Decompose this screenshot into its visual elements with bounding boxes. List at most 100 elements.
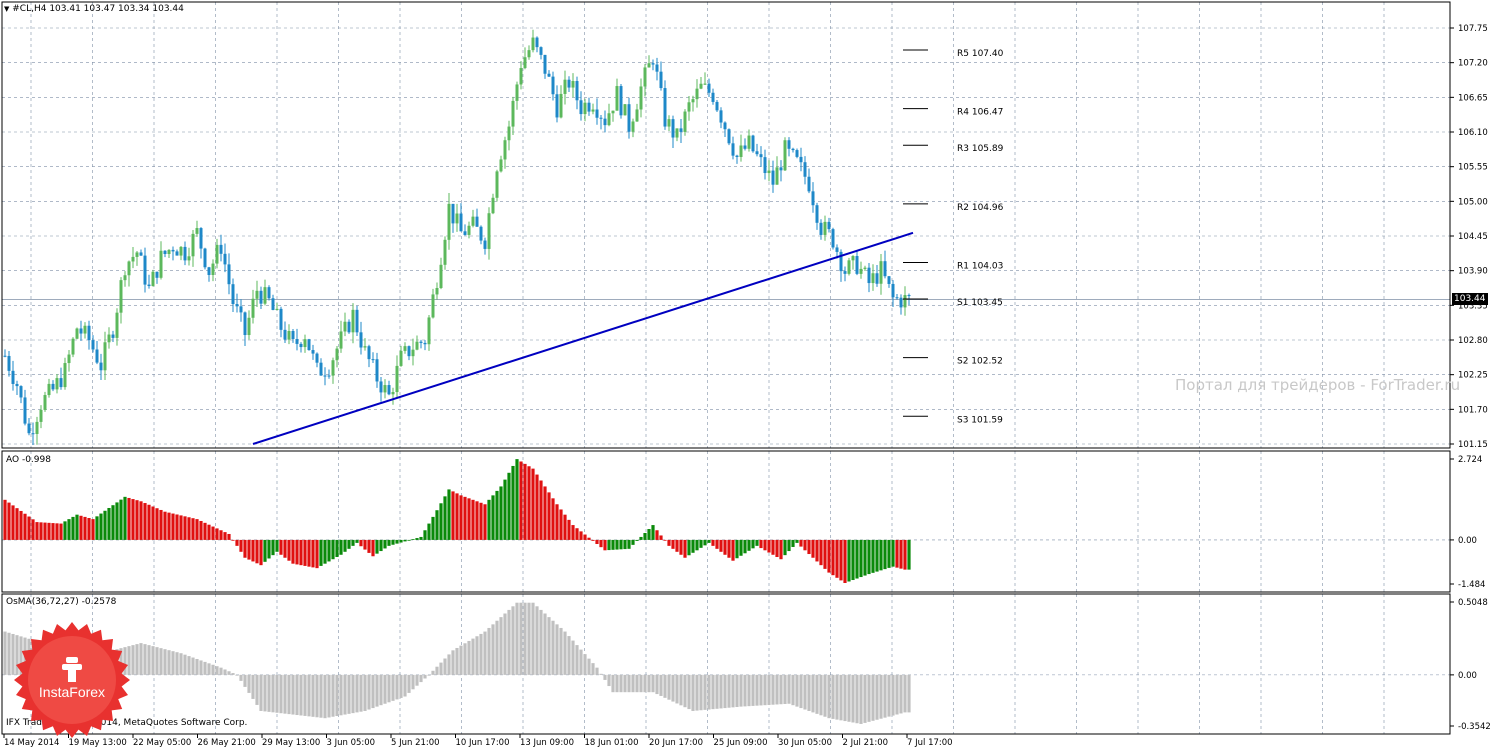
ao-bar [779,539,783,560]
osma-bar [207,663,211,675]
ao-bar [463,496,467,540]
ao-bar [247,539,251,560]
candle-body [467,225,471,235]
candle-body [11,370,15,384]
ao-bar [379,539,383,552]
ao-bar [431,516,435,540]
candle-body [723,122,727,130]
candle-body [367,346,371,360]
ao-bar [743,539,747,554]
instaforex-logo: InstaForex [12,620,132,740]
ao-bar [611,539,615,550]
osma-bar [339,674,343,716]
osma-bar [291,674,295,715]
osma-bar [903,674,907,713]
osma-bar [471,638,475,675]
ao-bar [31,519,35,540]
osma-bar [587,658,591,675]
candle-body [611,110,615,114]
x-tick-label: 20 Jun 17:00 [649,738,703,748]
candle-body [255,290,259,299]
x-tick-label: 19 May 13:00 [69,738,127,748]
ao-bar [263,539,267,562]
ao-bar [639,536,643,540]
candle-body [259,290,263,304]
osma-bar [287,674,291,715]
candle-body [519,68,523,85]
candle-body [751,135,755,152]
candle-body [191,233,195,257]
candle-body [867,267,871,284]
ao-bar [511,465,515,540]
ao-bar [479,502,483,540]
osma-bar [299,674,303,716]
osma-header: OsMA(36,72,27) -0.2578 [6,597,117,607]
trendline-segment [252,231,914,445]
candle-body [587,102,591,112]
osma-bar [551,620,555,675]
osma-bar [651,674,655,693]
candle-body [87,325,91,341]
candle-body [223,253,227,265]
osma-bar [571,640,575,675]
candle-body [607,113,611,126]
ao-bar [311,539,315,568]
ao-bar [335,539,339,557]
ao-bar [35,522,39,540]
ao-bar [459,495,463,540]
y-tick-label: 104.45 [1458,232,1488,242]
candle-body [151,271,155,287]
candle-body [195,228,199,234]
ao-bar [3,499,7,540]
osma-bar [479,633,483,675]
candle-body [351,309,355,333]
candle-body [523,57,527,69]
candle-body [495,171,499,198]
candle-body [627,104,631,132]
ao-bar [43,522,47,540]
candle-body [59,378,63,388]
osma-bar [803,674,807,710]
x-tick-label: 13 Jun 09:00 [520,738,574,748]
osma-bar [527,602,531,675]
candle-body [295,339,299,344]
candle-body [287,331,291,340]
candle-body [715,101,719,111]
candle-body [643,67,647,87]
ao-bar [239,539,243,552]
candle-body [435,287,439,295]
ao-bar [559,509,563,540]
osma-bar [639,674,643,693]
candle-body [379,381,383,393]
osma-bar [495,620,499,675]
dropdown-arrow-icon[interactable]: ▼ [4,5,10,13]
candle-body [271,298,275,310]
ao-bar [83,516,87,540]
ao-bar [483,504,487,540]
y-tick-label: 103.35 [1458,301,1488,311]
candle-body [47,383,51,396]
candle-body [887,276,891,284]
osma-bar [259,674,263,711]
ao-bar [195,519,199,540]
candle-body [407,346,411,357]
osma-bar [567,636,571,675]
candle-body [675,128,679,138]
osma-bar [711,674,715,710]
candle-body [275,308,279,310]
ao-bar [319,539,323,566]
osma-bar [351,674,355,714]
ao-bar [107,507,111,540]
ao-bar [415,538,419,540]
candle-body [359,332,363,348]
candle-body [815,205,819,223]
candle-body [335,348,339,361]
ao-bar [803,539,807,551]
candle-body [239,306,243,313]
ao-bar [251,539,255,562]
osma-bar [875,674,879,720]
y-tick-label: 101.15 [1458,440,1488,450]
ao-bar [851,539,855,581]
osma-bar [787,674,791,704]
y-tick-label: 103.90 [1458,267,1488,277]
